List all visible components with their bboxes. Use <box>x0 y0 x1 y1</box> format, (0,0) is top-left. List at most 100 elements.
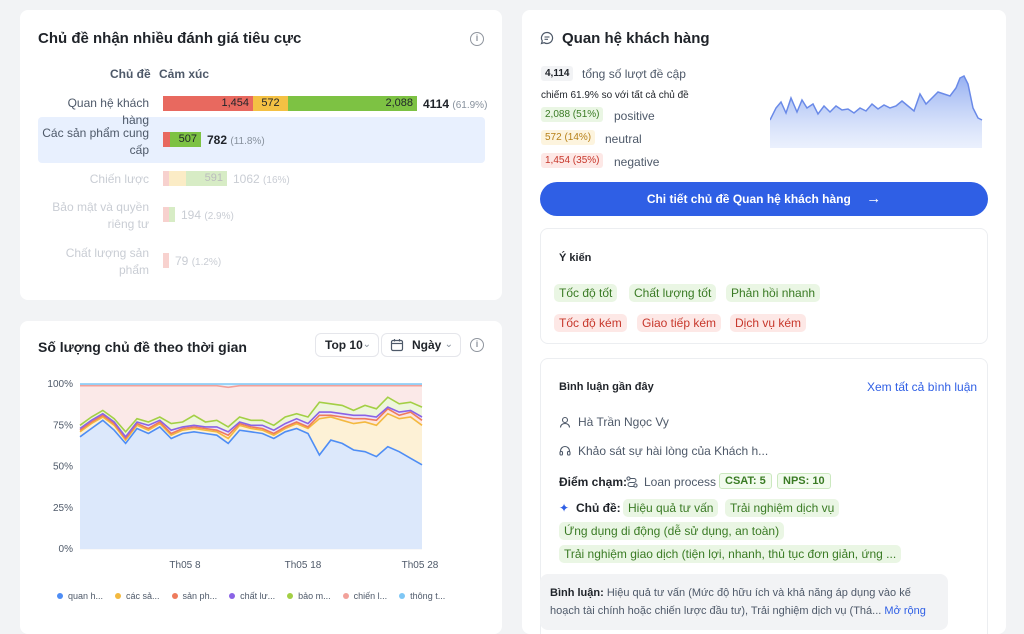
topic-total: 1062 (16%) <box>233 172 290 186</box>
bar-segment-positive[interactable]: 507 <box>170 132 201 147</box>
legend-label: chất lư... <box>240 591 276 601</box>
info-icon[interactable]: i <box>470 338 484 352</box>
tag-g-3[interactable]: Trải nghiệm giao dịch (tiện lợi, nhanh, … <box>559 545 902 563</box>
calendar-icon <box>390 339 404 352</box>
comment-text: Hiệu quả tư vấn (Mức độ hữu ích và khả n… <box>550 587 911 617</box>
legend-label: chiến l... <box>353 591 388 601</box>
expand-link[interactable]: Mở rộng <box>884 605 926 617</box>
positive-chip: 2,088 (51%) <box>541 107 604 122</box>
series-line[interactable] <box>79 419 423 466</box>
topic-row-label[interactable]: Chiến lược <box>89 172 149 186</box>
neutral-chip: 572 (14%) <box>541 130 596 145</box>
legend-item[interactable]: chiến l... <box>342 591 388 601</box>
legend-item[interactable]: thông t... <box>399 591 445 601</box>
legend-dot <box>229 593 236 599</box>
topic-row-label[interactable]: Các sản phẩm cung cấp <box>42 126 149 157</box>
tag-red-1[interactable]: Giao tiếp kém <box>637 314 722 332</box>
sentiment-bar[interactable] <box>163 253 169 268</box>
sentiment-bar[interactable]: 1,454 572 2,088 <box>163 96 417 111</box>
total-value: 782 <box>207 133 228 147</box>
touchpoint-value: Loan process <box>644 475 717 489</box>
user-name: Hà Trần Ngọc Vy <box>578 415 669 429</box>
positive-text: positive <box>614 109 655 123</box>
bar-segment-neutral[interactable]: 572 <box>253 96 288 111</box>
topic-total: 79 (1.2%) <box>175 254 221 268</box>
topic-detail-button-label: Chi tiết chủ đề Quan hệ khách hàng <box>646 192 851 206</box>
info-icon[interactable]: i <box>470 32 484 46</box>
tag-g-2[interactable]: Ứng dụng di động (dễ sử dụng, an toàn) <box>559 522 785 540</box>
total-chip: 4,114 <box>541 66 574 81</box>
legend-item[interactable]: quan h... <box>57 591 103 601</box>
tag-red-0[interactable]: Tốc độ kém <box>554 314 627 332</box>
topic-detail-panel: Quan hệ khách hàng 4,114 tổng số lượt đề… <box>522 10 1006 634</box>
sentiment-bar[interactable] <box>163 207 175 222</box>
route-icon <box>626 476 638 488</box>
total-value: 1062 <box>233 172 260 186</box>
card-title: Số lượng chủ đề theo thời gian <box>38 339 247 355</box>
topic-detail-button[interactable]: Chi tiết chủ đề Quan hệ khách hàng → <box>540 182 988 216</box>
total-percent: (2.9%) <box>204 211 234 222</box>
bar-segment-positive[interactable]: 591 <box>186 171 227 186</box>
topics-over-time-card: Số lượng chủ đề theo thời gian Top 10 ⌄ … <box>20 321 502 634</box>
bar-segment-negative[interactable] <box>163 207 169 222</box>
tag-g-0[interactable]: Hiệu quả tư vấn <box>623 499 719 517</box>
tag-g-1[interactable]: Trải nghiệm dịch vụ <box>725 499 840 517</box>
bar-segment-negative[interactable] <box>163 132 170 147</box>
comment-box: Bình luận: Hiệu quả tư vấn (Mức độ hữu í… <box>540 574 948 630</box>
tag-g-2[interactable]: Phản hồi nhanh <box>726 284 821 302</box>
series-line[interactable] <box>80 384 422 389</box>
card-title: Chủ đề nhận nhiều đánh giá tiêu cực <box>38 30 302 47</box>
bar-segment-positive[interactable]: 2,088 <box>288 96 417 111</box>
y-tick-label: 25% <box>53 503 73 514</box>
legend-label: thông t... <box>410 591 446 601</box>
panel-title: Quan hệ khách hàng <box>562 30 710 47</box>
sentiment-bar[interactable]: 507 <box>163 132 201 147</box>
series-line[interactable] <box>79 412 423 442</box>
sparkle-icon: ✦ <box>559 501 570 515</box>
period-select-value: Ngày <box>412 338 442 352</box>
y-tick-label: 100% <box>47 379 73 390</box>
trend-sparkline <box>770 74 983 148</box>
period-select[interactable]: Ngày ⌄ <box>381 333 461 357</box>
area-chart: 100% 75% 50% 25% 0% Th05 8 Th05 18 Th05 28 <box>47 379 438 571</box>
total-percent: (16%) <box>263 175 290 186</box>
total-value: 79 <box>175 254 189 268</box>
topic-row-label[interactable]: Bảo mật và quyền riêng tư <box>52 200 149 231</box>
chevron-down-icon: ⌄ <box>444 339 453 350</box>
topic-row-label[interactable]: Quan hệ khách hàng <box>67 96 149 127</box>
recent-comments-card: Bình luận gần đây Xem tất cả bình luận H… <box>540 358 988 634</box>
series-line[interactable] <box>79 406 423 439</box>
negative-chip: 1,454 (35%) <box>541 153 604 168</box>
bar-segment-neutral[interactable] <box>169 171 186 186</box>
tag-red-2[interactable]: Dịch vụ kém <box>730 314 807 332</box>
top-select-value: Top 10 <box>325 338 363 352</box>
legend-dot <box>171 593 178 599</box>
topic-row-label[interactable]: Chất lượng sản phẩm <box>65 246 149 277</box>
x-tick-label: Th05 18 <box>285 560 322 571</box>
legend-dot <box>57 593 63 599</box>
bar-segment-negative[interactable] <box>163 253 169 268</box>
legend-item[interactable]: sản ph... <box>171 591 217 601</box>
neutral-text: neutral <box>605 132 642 146</box>
legend-dot <box>399 593 406 599</box>
comment-label: Bình luận: <box>550 587 604 599</box>
legend-item[interactable]: bảo m... <box>287 591 331 601</box>
series-line[interactable] <box>79 396 423 434</box>
legend-item[interactable]: chất lư... <box>229 591 275 601</box>
total-percent: (1.2%) <box>191 257 222 268</box>
top-select[interactable]: Top 10 ⌄ <box>315 333 379 357</box>
series-line[interactable] <box>79 407 423 440</box>
bar-segment-positive[interactable] <box>169 207 175 222</box>
sentiment-bar[interactable]: 591 <box>163 171 227 186</box>
nps-badge: NPS: 10 <box>777 473 831 489</box>
legend-item[interactable]: các sả... <box>115 591 160 601</box>
tag-g-1[interactable]: Chất lượng tốt <box>629 284 717 302</box>
tag-g-0[interactable]: Tốc độ tốt <box>554 284 618 302</box>
see-all-link[interactable]: Xem tất cả bình luận <box>867 380 978 394</box>
legend-dot <box>287 593 294 599</box>
arrow-right-icon: → <box>866 190 882 207</box>
bar-segment-negative[interactable]: 1,454 <box>163 96 253 111</box>
y-tick-label: 50% <box>53 462 73 473</box>
legend-dot <box>115 593 122 599</box>
bar-segment-negative[interactable] <box>163 171 169 186</box>
